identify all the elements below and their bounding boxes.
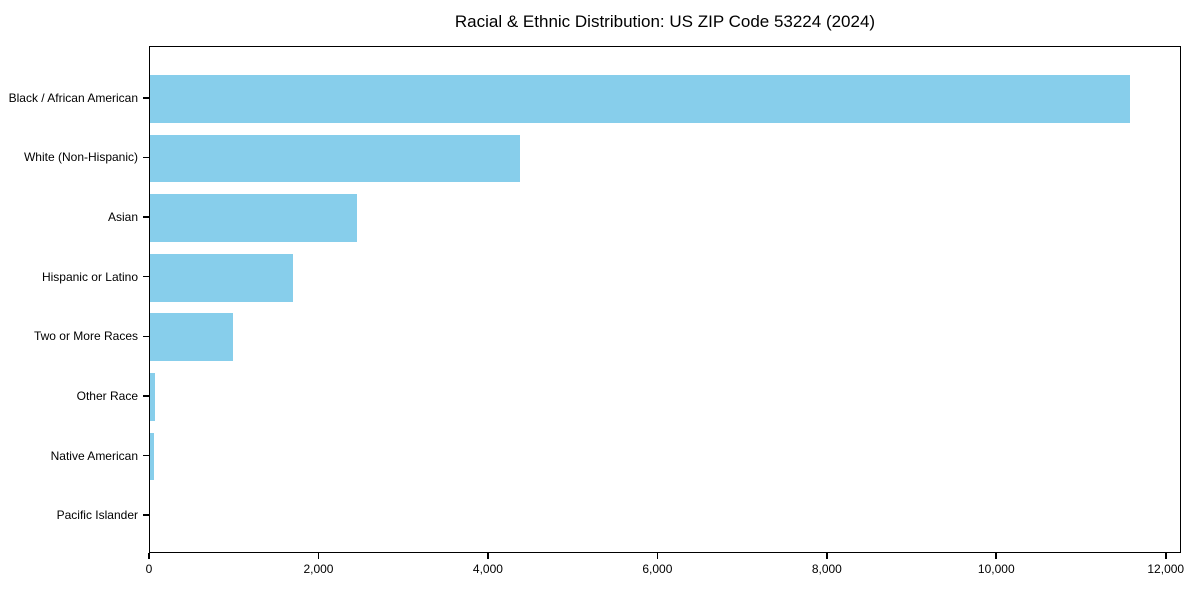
y-tick-label: Two or More Races (33, 329, 138, 344)
bar (150, 253, 293, 302)
x-tick-mark (656, 553, 659, 559)
x-tick-label: 6,000 (642, 562, 673, 576)
chart-title: Racial & Ethnic Distribution: US ZIP Cod… (454, 12, 876, 31)
x-tick-label: 4,000 (472, 562, 503, 576)
y-tick-mark (143, 335, 149, 338)
x-tick-mark (487, 553, 489, 559)
y-tick-label: Pacific Islander (56, 508, 138, 523)
y-tick-label: Asian (107, 210, 138, 225)
y-tick-mark (143, 216, 149, 218)
x-tick-mark (1164, 553, 1167, 559)
plot-area (149, 46, 1181, 553)
x-tick-mark (317, 553, 320, 559)
bar (150, 134, 520, 183)
y-tick-label: Black / African American (8, 90, 138, 105)
y-tick-label: Hispanic or Latino (41, 269, 138, 284)
bar (150, 313, 233, 362)
y-tick-label: Native American (50, 448, 138, 463)
bar (150, 373, 156, 421)
x-tick-label: 12,000 (1147, 562, 1185, 576)
x-tick-label: 0 (145, 562, 153, 576)
y-tick-mark (143, 395, 149, 397)
x-tick-mark (995, 553, 998, 559)
x-tick-mark (826, 553, 828, 559)
y-tick-mark (143, 514, 149, 516)
bar (150, 194, 357, 242)
y-tick-mark (143, 275, 149, 278)
bar (150, 74, 1130, 123)
y-tick-mark (143, 156, 149, 159)
y-tick-label: White (Non-Hispanic) (23, 150, 138, 165)
y-tick-mark (143, 454, 149, 457)
y-tick-mark (143, 97, 149, 99)
bar (150, 432, 155, 481)
x-tick-mark (148, 553, 150, 559)
x-tick-label: 8,000 (811, 562, 842, 576)
y-tick-label: Other Race (76, 388, 138, 403)
x-tick-label: 2,000 (303, 562, 334, 576)
x-tick-label: 10,000 (977, 562, 1015, 576)
